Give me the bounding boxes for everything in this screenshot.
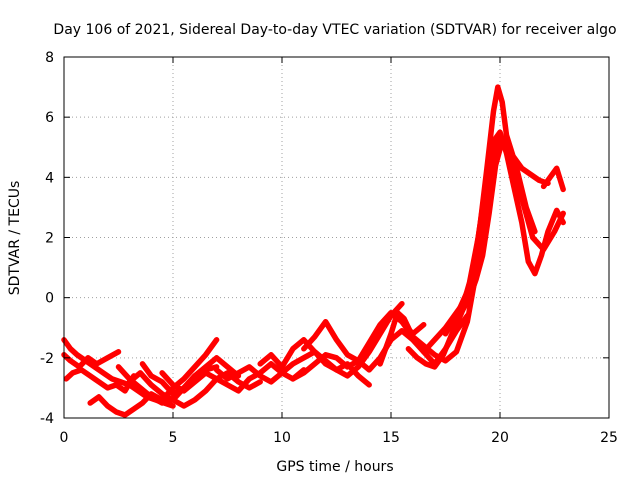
series-6-line [126,370,263,409]
y-tick-labels: -4 -2 0 2 4 6 8 [40,50,54,427]
y-axis-label: SDTVAR / TECUs [7,181,23,296]
x-tick-label: 5 [169,430,178,446]
y-tick-label: 0 [45,291,54,307]
axis-ticks [63,56,610,419]
series-18-line [453,138,538,328]
y-tick-label: 4 [45,170,54,186]
y-tick-label: 6 [45,110,54,126]
series-2-line [61,349,122,370]
x-tick-labels: 0 5 10 15 20 25 [60,430,618,446]
x-tick-label: 25 [600,430,618,446]
series-4-line [87,337,220,418]
x-tick-label: 15 [382,430,400,446]
series-16-line [442,84,551,337]
series-15-line [405,129,566,370]
y-tick-label: -4 [40,411,54,427]
series-14-line [399,132,566,364]
y-tick-label: 2 [45,231,54,247]
x-tick-label: 20 [491,430,509,446]
x-tick-label: 0 [60,430,69,446]
x-axis-label: GPS time / hours [276,459,393,475]
series-3-line [63,367,137,394]
y-tick-label: 8 [45,50,54,66]
chart-title: Day 106 of 2021, Sidereal Day-to-day VTE… [53,22,616,38]
y-tick-label: -2 [40,351,54,367]
series-layer [61,84,566,418]
series-10-line [257,300,405,379]
x-tick-label: 10 [273,430,291,446]
series-17-line [540,165,566,193]
